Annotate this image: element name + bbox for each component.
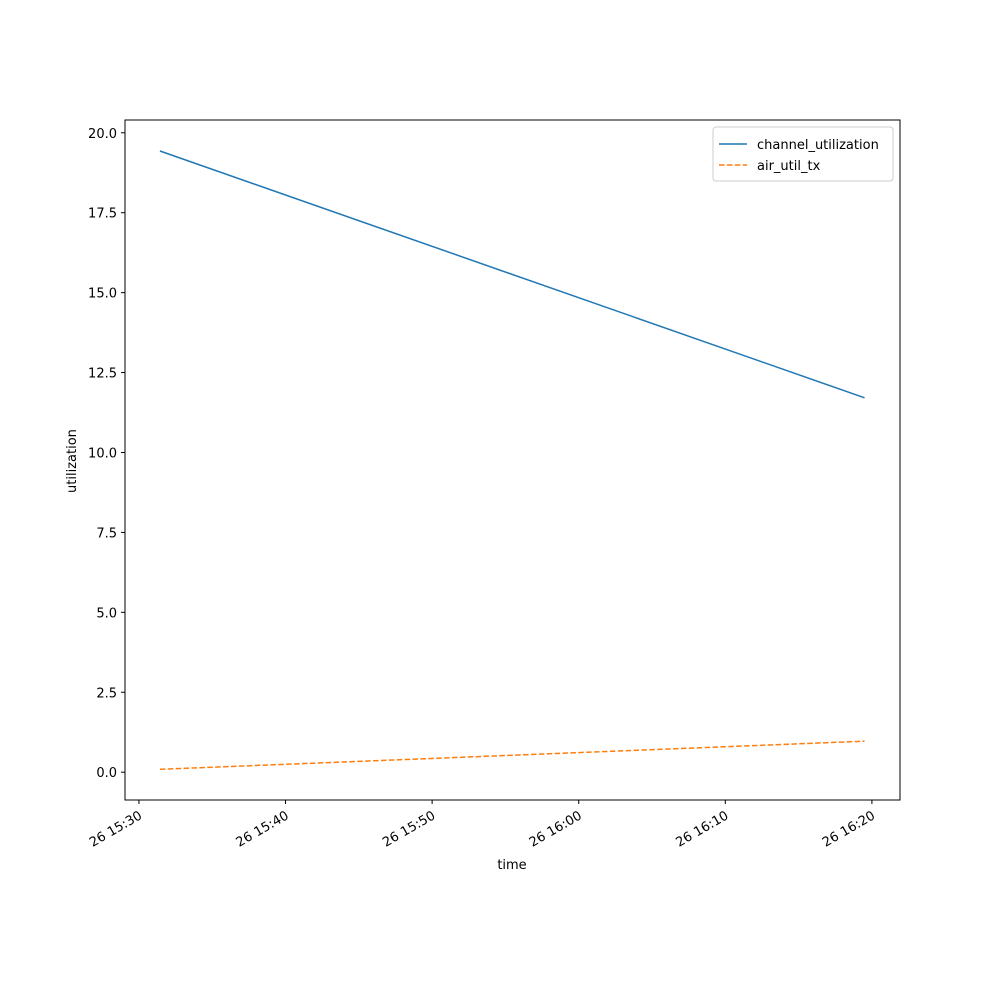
y-tick-label: 17.5 [88, 207, 117, 222]
x-tick-label: 26 15:50 [380, 808, 438, 850]
x-axis-label: time [497, 858, 526, 873]
y-axis-label: utilization [65, 429, 80, 493]
x-tick-label: 26 15:30 [87, 808, 145, 850]
y-tick-label: 20.0 [88, 127, 117, 142]
y-tick-label: 7.5 [96, 526, 117, 541]
y-tick-label: 2.5 [96, 686, 117, 701]
series-line [159, 740, 865, 771]
legend-label: channel_utilization [757, 138, 879, 153]
series-line [159, 150, 865, 399]
y-tick-label: 15.0 [88, 287, 117, 302]
x-tick-label: 26 16:10 [673, 808, 731, 850]
legend: channel_utilization air_util_tx [712, 126, 894, 182]
y-tick-label: 0.0 [96, 766, 117, 781]
x-tick-label: 26 15:40 [234, 808, 292, 850]
legend-box [712, 126, 894, 182]
y-tick-label: 10.0 [88, 446, 117, 461]
x-tick-label: 26 16:00 [527, 808, 585, 850]
y-tick-label: 12.5 [88, 367, 117, 382]
legend-label: air_util_tx [757, 159, 821, 174]
x-tick-label: 26 16:20 [820, 808, 878, 850]
plot-frame [124, 119, 901, 801]
y-tick-label: 5.0 [96, 606, 117, 621]
